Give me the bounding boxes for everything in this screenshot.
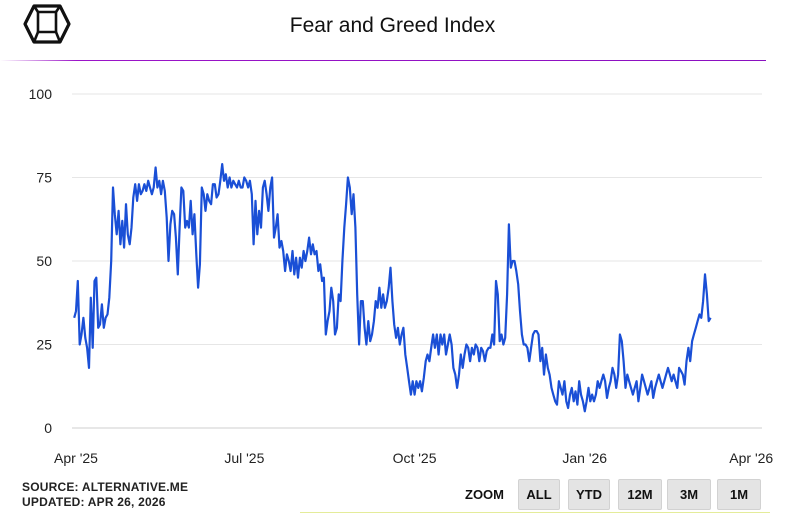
grid-lines [72, 93, 762, 429]
zoom-ytd-button[interactable]: YTD [568, 479, 610, 510]
x-tick-label: Jul '25 [224, 450, 264, 466]
x-axis-ticks: Apr '25 Jul '25 Oct '25 Jan '26 Apr '26 [54, 450, 773, 466]
updated-text: UPDATED: APR 26, 2026 [22, 495, 166, 509]
y-tick-label: 25 [36, 337, 52, 353]
x-tick-label: Jan '26 [562, 450, 607, 466]
page-title: Fear and Greed Index [289, 14, 496, 37]
footer-source: SOURCE: ALTERNATIVE.ME UPDATED: APR 26, … [22, 480, 188, 510]
y-axis-ticks: 0 25 50 75 100 [29, 86, 53, 436]
zoom-all-button[interactable]: ALL [518, 479, 560, 510]
x-tick-label: Apr '26 [729, 450, 773, 466]
cube-logo-icon [23, 4, 71, 44]
zoom-3m-button[interactable]: 3M [667, 479, 711, 510]
x-tick-label: Apr '25 [54, 450, 98, 466]
series-line-fear-greed[interactable] [73, 163, 712, 413]
x-tick-label: Oct '25 [393, 450, 437, 466]
y-tick-label: 0 [44, 420, 52, 436]
zoom-1m-button[interactable]: 1M [717, 479, 761, 510]
zoom-label: ZOOM [465, 487, 504, 502]
title-divider [0, 60, 766, 61]
zoom-12m-button[interactable]: 12M [618, 479, 662, 510]
bottom-divider [300, 512, 770, 513]
y-tick-label: 100 [29, 86, 53, 102]
y-tick-label: 50 [36, 253, 52, 269]
y-tick-label: 75 [36, 170, 52, 186]
source-text: SOURCE: ALTERNATIVE.ME [22, 480, 189, 494]
